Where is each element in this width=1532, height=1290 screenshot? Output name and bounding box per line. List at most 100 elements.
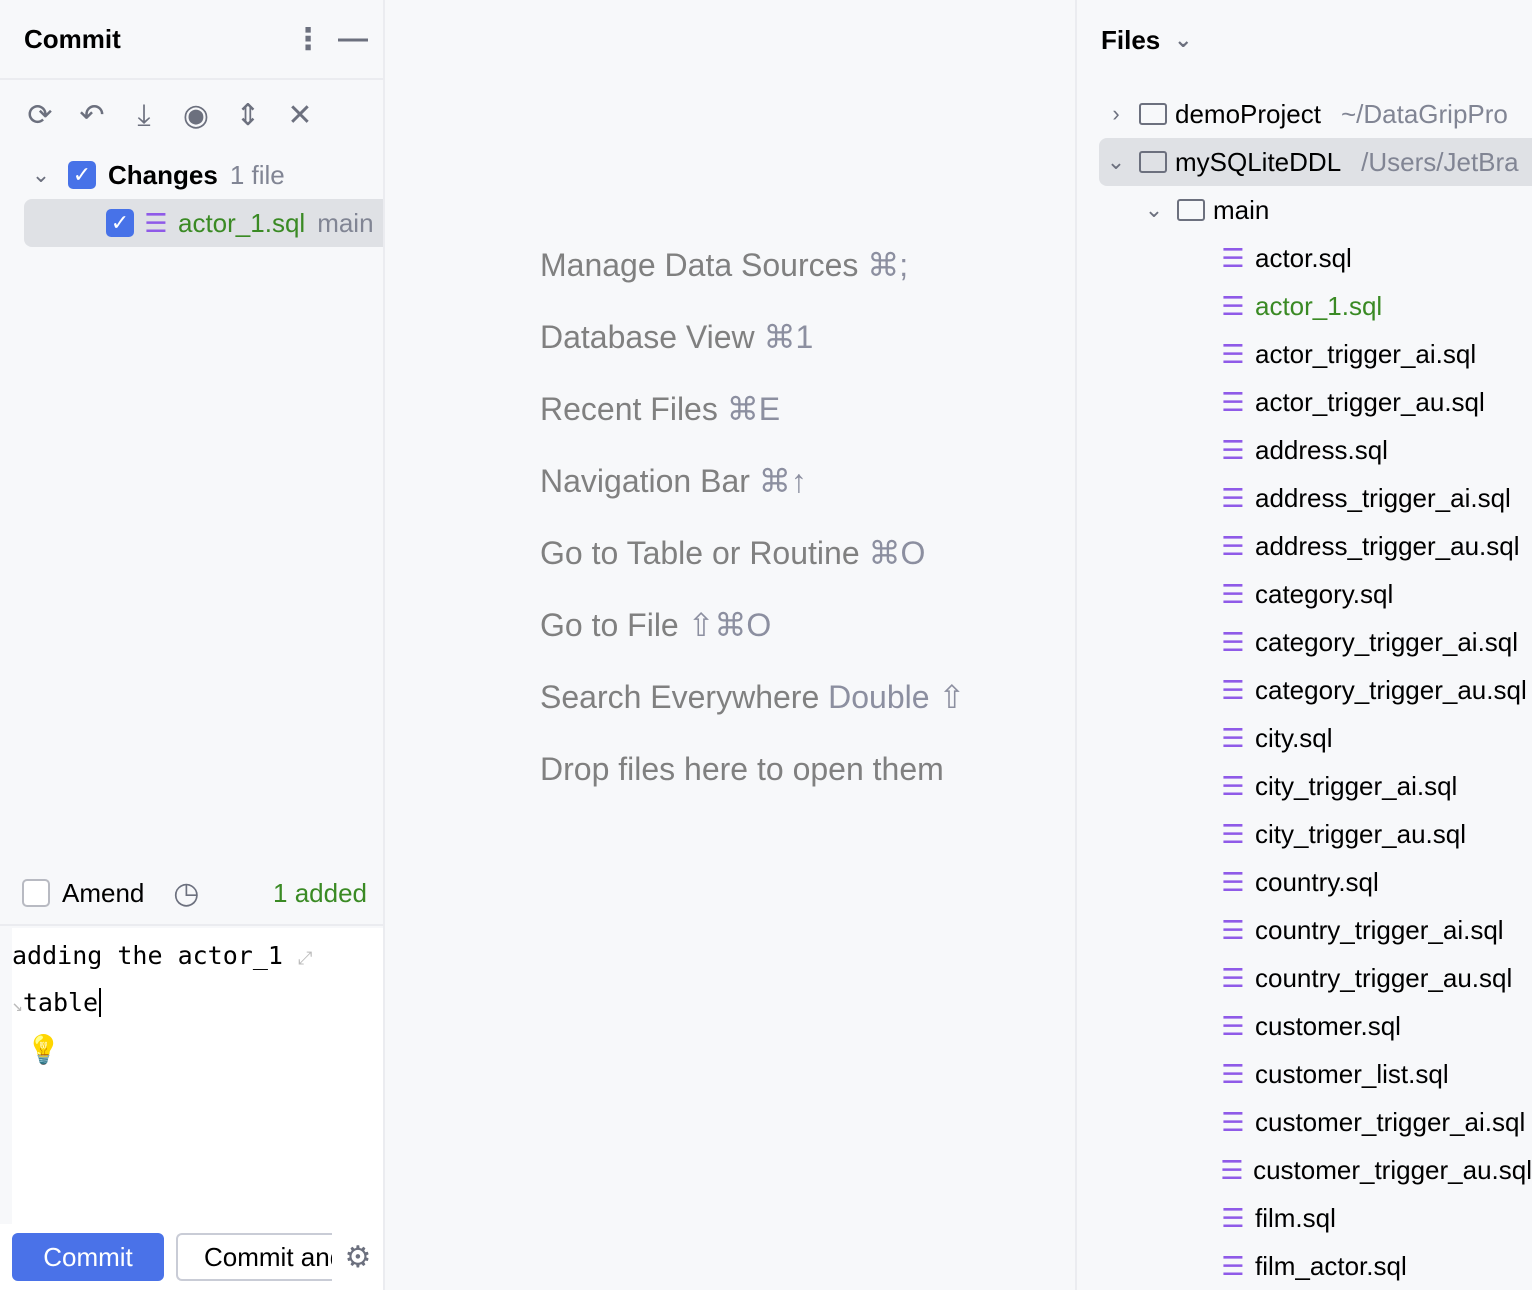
database-file-icon: ☰ bbox=[1221, 866, 1245, 897]
file-item[interactable]: ☰ customer_trigger_au.sql bbox=[1077, 1146, 1532, 1194]
file-name: customer_trigger_au.sql bbox=[1253, 1154, 1532, 1185]
file-item[interactable]: ☰ actor_1.sql bbox=[1077, 282, 1532, 330]
file-item[interactable]: ☰ country_trigger_ai.sql bbox=[1077, 906, 1532, 954]
file-item[interactable]: ☰ country.sql bbox=[1077, 858, 1532, 906]
show-diff-icon[interactable]: ◉ bbox=[182, 99, 210, 132]
more-options-icon[interactable]: ⋮ bbox=[293, 22, 323, 56]
database-file-icon: ☰ bbox=[1221, 290, 1245, 321]
panel-title: Files bbox=[1101, 24, 1161, 55]
file-item[interactable]: ☰ city_trigger_au.sql bbox=[1077, 810, 1532, 858]
amend-checkbox[interactable] bbox=[22, 879, 50, 907]
hint-item: Drop files here to open them bbox=[540, 744, 965, 816]
database-file-icon: ☰ bbox=[1221, 914, 1245, 945]
chevron-down-icon[interactable]: ⌄ bbox=[1144, 197, 1164, 222]
hint-label: Navigation Bar bbox=[540, 463, 750, 499]
database-file-icon: ☰ bbox=[1221, 1202, 1245, 1233]
hint-item: Search Everywhere Double ⇧ bbox=[540, 672, 965, 744]
folder-icon bbox=[1177, 199, 1205, 221]
chevron-right-icon[interactable]: › bbox=[1112, 101, 1120, 126]
file-item[interactable]: ☰ category.sql bbox=[1077, 570, 1532, 618]
file-item[interactable]: ☰ customer.sql bbox=[1077, 1002, 1532, 1050]
file-item[interactable]: ☰ customer_trigger_ai.sql bbox=[1077, 1098, 1532, 1146]
file-item[interactable]: ☰ category_trigger_au.sql bbox=[1077, 666, 1532, 714]
hint-shortcut: ⌘E bbox=[726, 391, 781, 427]
shelve-icon[interactable]: ⤓ bbox=[137, 98, 151, 132]
hint-label: Database View bbox=[540, 319, 755, 355]
database-file-icon: ☰ bbox=[1221, 818, 1245, 849]
database-file-icon: ☰ bbox=[1221, 674, 1245, 705]
commit-button[interactable]: Commit bbox=[12, 1233, 164, 1281]
folder-icon bbox=[1139, 103, 1167, 125]
file-item[interactable]: ☰ category_trigger_ai.sql bbox=[1077, 618, 1532, 666]
files-header[interactable]: Files ⌄ bbox=[1077, 0, 1532, 80]
hint-shortcut: Double ⇧ bbox=[828, 679, 966, 715]
message-line: adding the actor_1 bbox=[12, 941, 283, 970]
file-item[interactable]: ☰ film_actor.sql bbox=[1077, 1242, 1532, 1290]
file-item[interactable]: ☰ film.sql bbox=[1077, 1194, 1532, 1242]
file-name: film.sql bbox=[1255, 1202, 1336, 1233]
amend-label[interactable]: Amend bbox=[62, 877, 145, 908]
hint-item: Recent Files ⌘E bbox=[540, 384, 965, 456]
lightbulb-icon[interactable]: 💡 bbox=[26, 1033, 61, 1066]
hint-shortcut: ⇧⌘O bbox=[687, 607, 772, 643]
changes-checkbox[interactable]: ✓ bbox=[68, 161, 96, 189]
commit-actions: Commit Commit and Push... ⚙ bbox=[0, 1224, 383, 1290]
file-list: ☰ actor.sql ☰ actor_1.sql ☰ actor_trigger_ai.… bbox=[1077, 234, 1532, 1290]
history-icon[interactable]: ◷ bbox=[173, 876, 200, 910]
file-name: film_actor.sql bbox=[1255, 1250, 1407, 1281]
file-item[interactable]: ☰ address_trigger_au.sql bbox=[1077, 522, 1532, 570]
file-name: category_trigger_ai.sql bbox=[1255, 626, 1519, 657]
file-item[interactable]: ☰ address_trigger_ai.sql bbox=[1077, 474, 1532, 522]
database-file-icon: ☰ bbox=[1221, 1106, 1245, 1137]
file-name: actor_trigger_au.sql bbox=[1255, 386, 1485, 417]
database-file-icon: ☰ bbox=[1221, 770, 1245, 801]
file-checkbox[interactable]: ✓ bbox=[106, 209, 134, 237]
commit-panel: Commit ⋮ — ⟳ ↶ ⤓ ◉ ⇕ ✕ ⌄ ✓ Changes 1 fil… bbox=[0, 0, 385, 1290]
refresh-icon[interactable]: ⟳ bbox=[27, 99, 53, 132]
file-name: actor.sql bbox=[1255, 242, 1352, 273]
database-file-icon: ☰ bbox=[1221, 338, 1245, 369]
hint-label: Search Everywhere bbox=[540, 679, 820, 715]
collapse-all-icon[interactable]: ✕ bbox=[287, 99, 313, 132]
wrap-continue-icon: ↘ bbox=[12, 995, 23, 1016]
chevron-down-icon[interactable]: ⌄ bbox=[1106, 149, 1126, 174]
changes-group[interactable]: ⌄ ✓ Changes 1 file bbox=[0, 151, 383, 199]
database-file-icon: ☰ bbox=[1221, 386, 1245, 417]
file-item[interactable]: ☰ actor_trigger_au.sql bbox=[1077, 378, 1532, 426]
file-name: address_trigger_au.sql bbox=[1255, 530, 1520, 561]
hint-label: Recent Files bbox=[540, 391, 718, 427]
folder-main[interactable]: ⌄ main bbox=[1077, 186, 1532, 234]
minimize-icon[interactable]: — bbox=[338, 22, 368, 55]
hint-label: Drop files here to open them bbox=[540, 751, 944, 787]
file-name: category.sql bbox=[1255, 578, 1394, 609]
expand-all-icon[interactable]: ⇕ bbox=[235, 99, 261, 132]
commit-message-input[interactable]: adding the actor_1 ⤢ ↘table 💡 bbox=[12, 928, 383, 1224]
file-item[interactable]: ☰ country_trigger_au.sql bbox=[1077, 954, 1532, 1002]
changes-label: Changes bbox=[108, 159, 218, 190]
file-item[interactable]: ☰ city_trigger_ai.sql bbox=[1077, 762, 1532, 810]
hint-item: Database View ⌘1 bbox=[540, 312, 965, 384]
project-demoProject[interactable]: › demoProject ~/DataGripPro bbox=[1077, 90, 1532, 138]
project-mySQLiteDDL[interactable]: ⌄ mySQLiteDDL /Users/JetBra bbox=[1099, 138, 1532, 186]
database-file-icon: ☰ bbox=[1220, 1154, 1244, 1185]
file-name: customer.sql bbox=[1255, 1010, 1401, 1041]
file-item[interactable]: ☰ city.sql bbox=[1077, 714, 1532, 762]
file-location: main bbox=[317, 207, 374, 238]
file-item[interactable]: ☰ actor.sql bbox=[1077, 234, 1532, 282]
file-item[interactable]: ☰ address.sql bbox=[1077, 426, 1532, 474]
file-name: country.sql bbox=[1255, 866, 1379, 897]
file-name: actor_1.sql bbox=[178, 207, 306, 238]
chevron-down-icon[interactable]: ⌄ bbox=[1174, 27, 1193, 52]
changed-file-row[interactable]: ✓ ☰ actor_1.sql main bbox=[24, 199, 383, 247]
commit-and-push-button[interactable]: Commit and Push... bbox=[176, 1233, 332, 1281]
file-item[interactable]: ☰ actor_trigger_ai.sql bbox=[1077, 330, 1532, 378]
gear-icon[interactable]: ⚙ bbox=[344, 1240, 372, 1274]
amend-bar: Amend ◷ 1 added bbox=[0, 862, 383, 926]
database-file-icon: ☰ bbox=[1221, 962, 1245, 993]
editor-hints: Manage Data Sources ⌘; Database View ⌘1 Re… bbox=[540, 240, 965, 816]
rollback-icon[interactable]: ↶ bbox=[79, 99, 105, 132]
file-name: city_trigger_au.sql bbox=[1255, 818, 1466, 849]
chevron-down-icon[interactable]: ⌄ bbox=[31, 162, 51, 187]
file-name: actor_trigger_ai.sql bbox=[1255, 338, 1477, 369]
file-item[interactable]: ☰ customer_list.sql bbox=[1077, 1050, 1532, 1098]
